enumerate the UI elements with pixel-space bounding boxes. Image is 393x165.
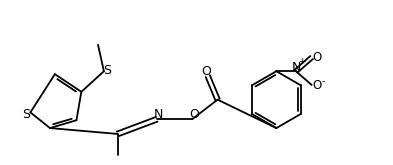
Text: N: N (154, 108, 163, 121)
Text: N: N (291, 61, 301, 74)
Text: S: S (22, 108, 31, 121)
Text: S: S (103, 64, 111, 77)
Text: O: O (312, 51, 321, 64)
Text: O: O (201, 65, 211, 78)
Text: O: O (189, 108, 199, 121)
Text: -: - (321, 76, 325, 86)
Text: O: O (312, 79, 321, 92)
Text: +: + (298, 57, 306, 66)
